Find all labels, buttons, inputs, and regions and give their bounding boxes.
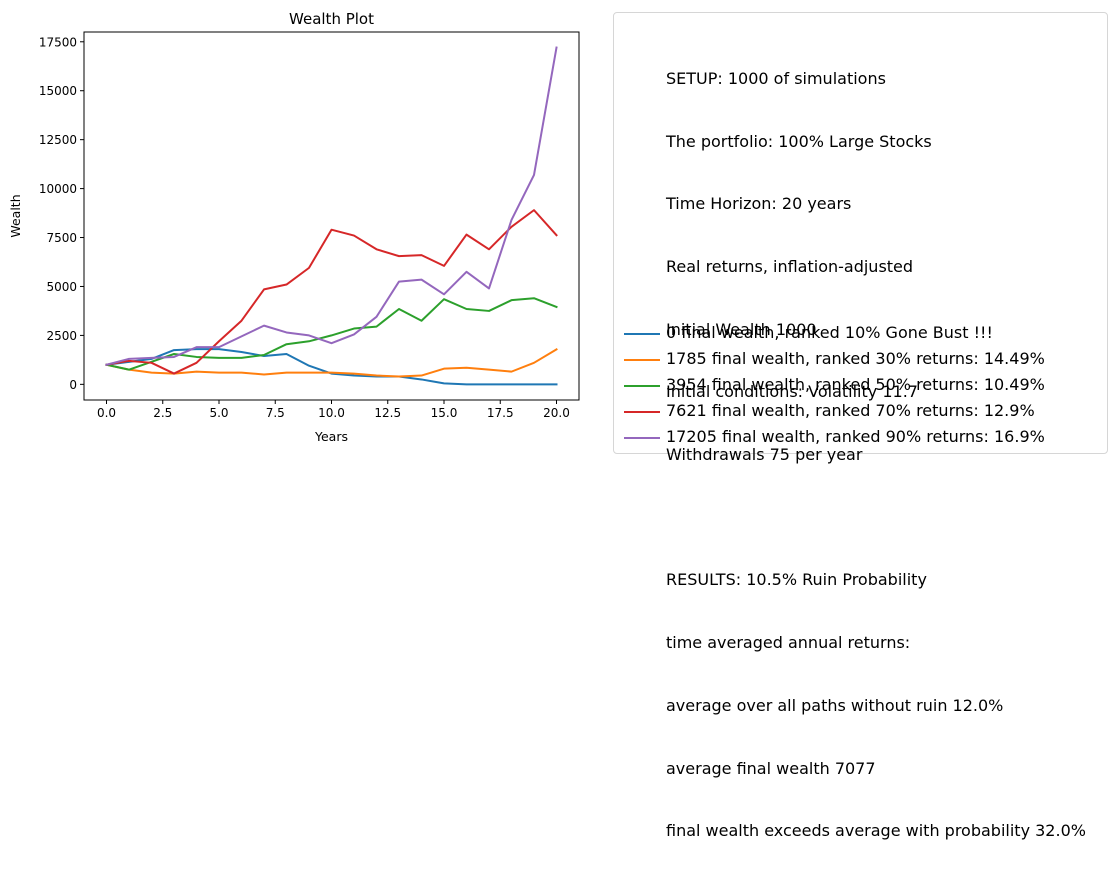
setup-line: Initial Wealth 1000 [666,319,817,339]
setup-line: Initial conditions: Volatility 11.7 [666,382,918,402]
series-line-2 [105,348,558,378]
x-tick-label: 2.5 [153,406,172,420]
legend-swatch [624,437,660,439]
y-tick-label: 7500 [46,231,77,245]
y-tick-label: 10000 [39,182,77,196]
y-tick-label: 15000 [39,84,77,98]
setup-line [666,508,1086,529]
wealth-chart: 0.0 2.5 5.0 7.5 10.0 12.5 15.0 17.5 20.0 0 2500 500… [8,10,580,444]
legend-label: 17205 final wealth, ranked 90% returns: … [666,427,1045,446]
setup-line: SETUP: 1000 of simulations [666,68,886,88]
chart-title: Wealth Plot [289,10,374,28]
series-line-4 [105,209,558,375]
legend-entry: 1785 final wealth, ranked 30% returns: 1… [614,347,1107,373]
y-tick-label: 2500 [46,329,77,343]
legend-entry: 3954 final wealth, ranked 50% returns: 1… [614,373,1107,399]
legend-label: 3954 final wealth, ranked 50% returns: 1… [666,375,1045,394]
legend-swatch [624,411,660,413]
x-axis-label: Years [314,429,348,444]
x-tick-label: 0.0 [97,406,116,420]
legend-swatch [624,385,660,387]
results-line: average final wealth 7077 [666,758,876,778]
legend-label: 0 final wealth, ranked 10% Gone Bust !!! [666,323,993,342]
x-tick-label: 17.5 [487,406,514,420]
x-tick-label: 5.0 [209,406,228,420]
y-axis-label: Wealth [8,194,23,237]
x-tick-label: 10.0 [318,406,345,420]
results-line: final wealth exceeds average with probab… [666,821,1086,841]
results-line: average over all paths without ruin 12.0… [666,695,1004,715]
setup-results-text: SETUP: 1000 of simulations The portfolio… [666,27,1086,884]
setup-line: Real returns, inflation-adjusted [666,256,914,276]
legend-label: 1785 final wealth, ranked 30% returns: 1… [666,349,1045,368]
plot-frame [83,31,580,401]
x-tick-label: 20.0 [543,406,570,420]
y-tick-label: 0 [69,378,77,392]
setup-line: The portfolio: 100% Large Stocks [666,131,932,151]
legend-label: 7621 final wealth, ranked 70% returns: 1… [666,401,1035,420]
legend-swatch [624,333,660,335]
legend-entry: 17205 final wealth, ranked 90% returns: … [614,425,1107,451]
results-line: RESULTS: 10.5% Ruin Probability [666,570,927,590]
legend-swatch [624,359,660,361]
setup-line: Time Horizon: 20 years [666,194,852,214]
x-tick-label: 15.0 [431,406,458,420]
legend-entry: 7621 final wealth, ranked 70% returns: 1… [614,399,1107,425]
x-tick-label: 12.5 [374,406,401,420]
legend-entries: 0 final wealth, ranked 10% Gone Bust !!!… [614,321,1107,451]
legend-entry: 0 final wealth, ranked 10% Gone Bust !!! [614,321,1107,347]
setup-line: Withdrawals 75 per year [666,445,863,465]
chart-legend: SETUP: 1000 of simulations The portfolio… [613,12,1108,840]
y-tick-label: 12500 [39,133,77,147]
series-line-5 [105,46,558,366]
series-line-3 [105,297,558,371]
x-tick-label: 7.5 [266,406,285,420]
y-tick-label: 17500 [39,35,77,49]
results-line: time averaged annual returns: [666,633,911,653]
y-tick-label: 5000 [46,280,77,294]
